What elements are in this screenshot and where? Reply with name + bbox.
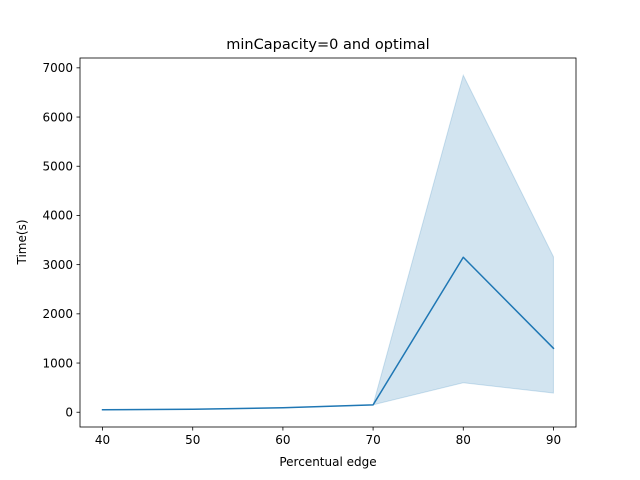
y-axis-label: Time(s) bbox=[15, 220, 29, 266]
x-tick-label: 90 bbox=[546, 433, 561, 447]
x-tick-label: 50 bbox=[185, 433, 200, 447]
chart-title: minCapacity=0 and optimal bbox=[226, 37, 429, 53]
plot-frame bbox=[79, 57, 577, 428]
y-tick-label: 1000 bbox=[42, 356, 73, 370]
plot-area bbox=[101, 73, 555, 411]
y-tick-label: 4000 bbox=[42, 209, 73, 223]
x-tick-label: 60 bbox=[275, 433, 290, 447]
series-line bbox=[101, 256, 555, 411]
x-tick-label: 40 bbox=[95, 433, 110, 447]
x-axis-label: Percentual edge bbox=[279, 455, 376, 469]
confidence-band bbox=[102, 73, 554, 411]
y-tick-label: 7000 bbox=[42, 61, 73, 75]
y-tick-label: 3000 bbox=[42, 258, 73, 272]
x-tick-label: 70 bbox=[365, 433, 380, 447]
y-tick-label: 0 bbox=[65, 406, 73, 420]
y-tick-label: 2000 bbox=[42, 307, 73, 321]
y-axis: 0 1000 2000 3000 4000 5000 6000 7000 bbox=[42, 61, 80, 420]
y-tick-label: 6000 bbox=[42, 110, 73, 124]
x-axis: 40 50 60 70 80 90 bbox=[95, 427, 561, 447]
x-tick-label: 80 bbox=[456, 433, 471, 447]
y-tick-label: 5000 bbox=[42, 160, 73, 174]
